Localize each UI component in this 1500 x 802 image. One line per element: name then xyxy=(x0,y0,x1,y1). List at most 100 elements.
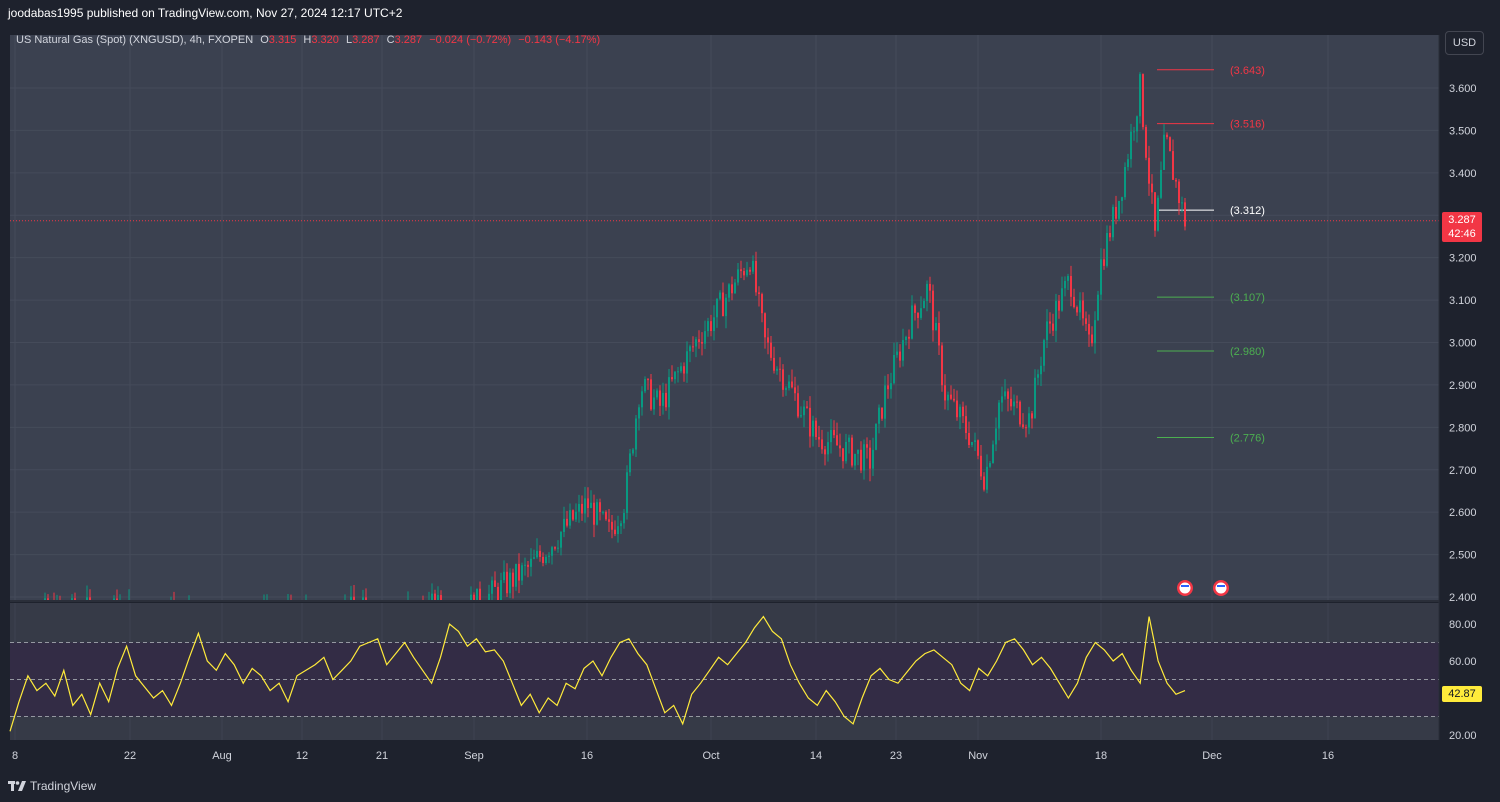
candle-body xyxy=(1172,151,1174,180)
x-tick-label: 12 xyxy=(296,750,308,762)
x-tick-label: Dec xyxy=(1202,750,1222,762)
x-tick-label: 8 xyxy=(12,750,18,762)
candle-body xyxy=(923,300,925,309)
candle-body xyxy=(1109,232,1111,238)
candles xyxy=(44,72,1186,601)
candle-body xyxy=(809,407,811,437)
candle-body xyxy=(1097,294,1099,321)
candle-body xyxy=(1058,300,1060,311)
candle-body xyxy=(989,463,991,467)
candle-body xyxy=(470,594,472,600)
x-tick-label: Nov xyxy=(968,750,988,762)
candle-body xyxy=(632,449,634,454)
candle-body xyxy=(926,283,928,301)
candle-body xyxy=(914,305,916,313)
candle-body xyxy=(515,563,517,587)
candle-body xyxy=(857,449,859,454)
candle-body xyxy=(548,555,550,557)
candle-body xyxy=(1160,169,1162,198)
candle-body xyxy=(779,368,781,370)
candle-body xyxy=(716,298,718,318)
candle-body xyxy=(1082,300,1084,319)
candle-body xyxy=(836,435,838,446)
candle-body xyxy=(794,387,796,394)
change-value: −0.024 (−0.72%) xyxy=(429,34,512,46)
candle-body xyxy=(890,383,892,390)
candle-body xyxy=(587,498,589,509)
candle-body xyxy=(908,336,910,339)
candle-body xyxy=(479,588,481,600)
candle-body xyxy=(560,531,562,548)
candle-body xyxy=(743,271,745,276)
candle-body xyxy=(653,397,655,410)
candle-body xyxy=(644,379,646,392)
event-flag-stripe xyxy=(1181,585,1189,587)
publisher-line: joodabas1995 published on TradingView.co… xyxy=(8,6,403,20)
brand-text: TradingView xyxy=(30,779,97,793)
candle-body xyxy=(641,391,643,408)
candle-body xyxy=(677,371,679,373)
candle-body xyxy=(533,557,535,559)
candle-body xyxy=(434,593,436,600)
candle-body xyxy=(776,368,778,371)
candle-body xyxy=(554,547,556,549)
candle-body xyxy=(680,366,682,372)
rsi xyxy=(9,615,1186,732)
candle-body xyxy=(695,339,697,347)
candle-body xyxy=(1004,391,1006,397)
candle-body xyxy=(617,526,619,535)
candle-body xyxy=(353,596,355,600)
tradingview-brand[interactable]: TradingView xyxy=(8,779,96,793)
candle-body xyxy=(563,518,565,532)
candle-body xyxy=(1130,131,1132,160)
candle-body xyxy=(1019,401,1021,425)
candle-body xyxy=(116,598,118,600)
x-tick-label: 16 xyxy=(1322,750,1334,762)
candle-body xyxy=(1154,192,1156,231)
candle-body xyxy=(905,336,907,341)
rsi-tick-label: 80.00 xyxy=(1449,619,1477,631)
candle-body xyxy=(512,572,514,587)
low-label: L xyxy=(345,34,353,46)
event-flags xyxy=(1177,580,1229,596)
candle-body xyxy=(1049,321,1051,324)
candle-body xyxy=(818,437,820,440)
candle-body xyxy=(947,394,949,401)
candle-body xyxy=(1034,377,1036,419)
candle-body xyxy=(1175,179,1177,182)
symbol-legend[interactable]: US Natural Gas (Spot) (XNGUSD), 4h, FXOP… xyxy=(16,34,600,46)
candle-body xyxy=(740,269,742,272)
candle-body xyxy=(725,297,727,317)
candle-body xyxy=(854,453,856,466)
candle-body xyxy=(920,308,922,318)
candle-body xyxy=(773,357,775,371)
candle-body xyxy=(800,415,802,417)
candle-body xyxy=(1028,413,1030,428)
footer xyxy=(0,776,1500,802)
candle-body xyxy=(1100,259,1102,295)
x-tick-label: Oct xyxy=(702,750,719,762)
candle-body xyxy=(89,597,91,600)
candle-body xyxy=(965,416,967,434)
candle-body xyxy=(935,322,937,331)
candle-body xyxy=(1070,276,1072,297)
candle-body xyxy=(977,440,979,456)
candle-body xyxy=(440,595,442,600)
candle-body xyxy=(524,564,526,566)
candle-body xyxy=(884,385,886,419)
candle-body xyxy=(647,379,649,381)
candle-body xyxy=(815,420,817,438)
candle-body xyxy=(764,313,766,338)
x-tick-label: 16 xyxy=(581,750,593,762)
candle-body xyxy=(566,518,568,526)
candle-body xyxy=(1112,206,1114,238)
candle-body xyxy=(833,429,835,436)
candle-body xyxy=(506,571,508,594)
candle-body xyxy=(752,260,754,272)
currency-button[interactable]: USD xyxy=(1445,31,1484,55)
candle-body xyxy=(689,346,691,352)
candle-body xyxy=(86,597,88,600)
candle-body xyxy=(542,556,544,564)
price-tick-label: 2.800 xyxy=(1449,422,1477,434)
